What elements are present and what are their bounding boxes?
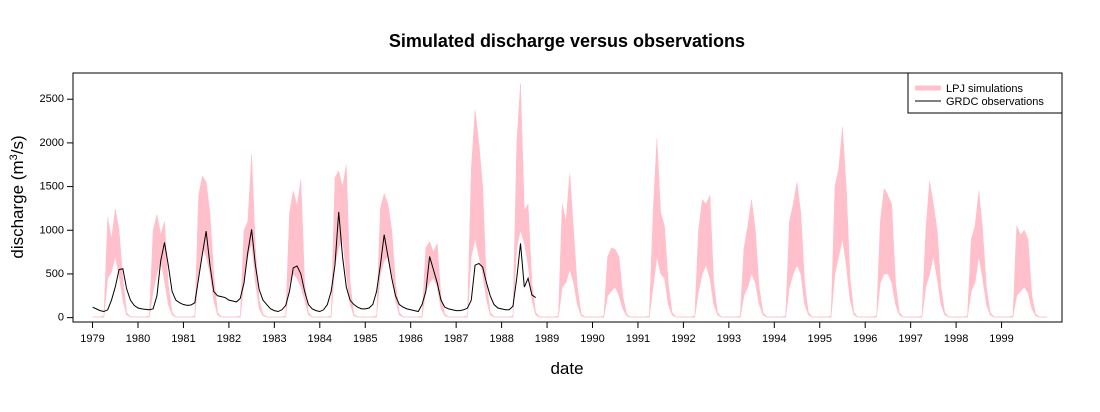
x-tick-label: 1990 (580, 333, 604, 345)
x-tick-label: 1984 (308, 333, 332, 345)
x-tick-label: 1991 (626, 333, 650, 345)
y-axis: 0 500 1000 1500 2000 2500 (40, 93, 73, 324)
x-tick-label: 1993 (717, 333, 741, 345)
x-axis: 1979 1980 1981 1982 1983 1984 1985 1986 1987 1988… (80, 322, 1014, 345)
x-axis-title: date (550, 359, 583, 378)
observation-line-layer (92, 211, 536, 313)
x-tick-label: 1987 (444, 333, 468, 345)
x-tick-label: 1997 (898, 333, 922, 345)
x-tick-label: 1979 (80, 333, 104, 345)
y-tick-label: 0 (58, 312, 64, 324)
legend-label-observations: GRDC observations (946, 96, 1044, 108)
x-tick-label: 1996 (853, 333, 877, 345)
y-tick-label: 1500 (40, 181, 64, 193)
y-axis-title-suffix: /s) (8, 135, 27, 154)
x-tick-label: 1995 (808, 333, 832, 345)
y-axis-title-main: discharge (m (8, 160, 27, 258)
y-tick-label: 2500 (40, 93, 64, 105)
plot-frame (72, 72, 1063, 323)
legend-label-simulations: LPJ simulations (946, 83, 1024, 95)
legend: LPJ simulations GRDC observations (907, 72, 1063, 114)
x-tick-label: 1980 (126, 333, 150, 345)
x-tick-label: 1983 (262, 333, 286, 345)
x-tick-label: 1986 (398, 333, 422, 345)
x-tick-label: 1981 (171, 333, 195, 345)
x-tick-label: 1988 (489, 333, 513, 345)
simulation-band-1999 (1001, 225, 1048, 318)
y-tick-label: 1000 (40, 224, 64, 236)
x-tick-label: 1992 (671, 333, 695, 345)
y-tick-label: 2000 (40, 137, 64, 149)
observation-line (92, 211, 536, 313)
x-tick-label: 1994 (762, 333, 786, 345)
x-tick-label: 1985 (353, 333, 377, 345)
x-tick-label: 1999 (989, 333, 1013, 345)
x-tick-label: 1998 (944, 333, 968, 345)
simulation-band-layer (92, 83, 1048, 318)
y-axis-title-superscript: 3 (8, 154, 20, 160)
y-tick-label: 500 (46, 268, 64, 280)
chart-title: Simulated discharge versus observations (389, 31, 745, 51)
x-tick-label: 1989 (535, 333, 559, 345)
legend-box (907, 72, 1063, 114)
x-tick-label: 1982 (217, 333, 241, 345)
y-axis-title: discharge (m3/s) (8, 135, 27, 258)
